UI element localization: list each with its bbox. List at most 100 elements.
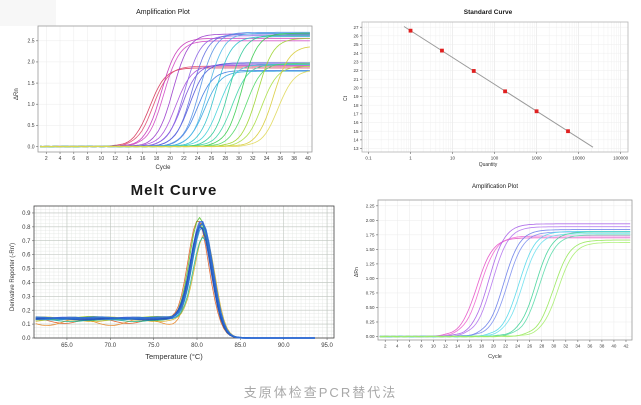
amplification-plot-1-panel: Amplification Plot ΔRn 2 4 6 8 10 12 14 16 18 20 2…: [8, 4, 318, 180]
svg-text:0.9: 0.9: [22, 211, 31, 217]
standard-curve-panel: Standard Curve Ct 0.1 1 10 100 1000 10000 1000…: [336, 6, 640, 178]
svg-text:100: 100: [491, 156, 499, 161]
svg-text:0.75: 0.75: [366, 291, 375, 296]
svg-text:40: 40: [305, 156, 311, 162]
svg-text:0.2: 0.2: [22, 308, 31, 314]
amplification-plot-2-canvas: 2 4 6 8 10 12 14 16 18 20 22 24 26 28 30 32 34 36 38 40 420.…: [366, 199, 633, 349]
svg-text:40: 40: [611, 344, 617, 349]
svg-text:19: 19: [353, 94, 359, 99]
svg-text:0.8: 0.8: [22, 225, 31, 231]
svg-text:2.0: 2.0: [28, 60, 35, 66]
svg-text:26: 26: [353, 33, 359, 38]
svg-text:20: 20: [353, 85, 359, 90]
svg-text:80.0: 80.0: [191, 343, 203, 349]
svg-text:2.25: 2.25: [366, 203, 375, 208]
svg-text:85.0: 85.0: [235, 343, 247, 349]
corner-watermark: [0, 0, 56, 26]
svg-text:14: 14: [353, 137, 359, 142]
svg-text:1000: 1000: [532, 156, 543, 161]
x-axis-label: Cycle: [488, 354, 502, 360]
svg-text:6: 6: [408, 344, 411, 349]
svg-text:18: 18: [479, 344, 485, 349]
svg-text:17: 17: [353, 111, 359, 116]
svg-text:16: 16: [353, 120, 359, 125]
svg-text:23: 23: [353, 59, 359, 64]
svg-text:8: 8: [86, 156, 89, 162]
svg-text:10: 10: [450, 156, 456, 161]
svg-text:10: 10: [99, 156, 105, 162]
svg-text:2.5: 2.5: [28, 39, 35, 45]
svg-text:36: 36: [587, 344, 593, 349]
svg-text:42: 42: [623, 344, 629, 349]
svg-text:75.0: 75.0: [148, 343, 160, 349]
svg-text:25: 25: [353, 42, 359, 47]
amplification-plot-2-panel: Amplification Plot ΔRn 2 4 6 8 10 12 14 16 18 20 2…: [350, 182, 640, 366]
svg-text:4: 4: [396, 344, 399, 349]
svg-text:0.4: 0.4: [22, 281, 31, 287]
svg-text:16: 16: [467, 344, 473, 349]
chart-title: Amplification Plot: [136, 9, 190, 16]
svg-text:70.0: 70.0: [104, 343, 116, 349]
svg-text:34: 34: [264, 156, 270, 162]
svg-text:14: 14: [455, 344, 461, 349]
svg-text:38: 38: [291, 156, 297, 162]
x-axis-label: Temperature (°C): [145, 352, 203, 361]
svg-text:8: 8: [420, 344, 423, 349]
chart-title: Standard Curve: [463, 9, 513, 16]
svg-text:18: 18: [154, 156, 160, 162]
svg-text:13: 13: [353, 146, 359, 151]
svg-text:28: 28: [222, 156, 228, 162]
svg-text:26: 26: [527, 344, 533, 349]
svg-text:0.5: 0.5: [28, 123, 35, 129]
svg-text:22: 22: [181, 156, 187, 162]
svg-text:2: 2: [45, 156, 48, 162]
svg-text:1.50: 1.50: [366, 247, 375, 252]
svg-text:1: 1: [409, 156, 412, 161]
svg-text:32: 32: [250, 156, 256, 162]
svg-text:10000: 10000: [572, 156, 585, 161]
svg-text:4: 4: [59, 156, 62, 162]
svg-text:0.1: 0.1: [365, 156, 372, 161]
svg-text:34: 34: [575, 344, 581, 349]
svg-text:30: 30: [551, 344, 557, 349]
svg-text:1.00: 1.00: [366, 276, 375, 281]
svg-text:1.0: 1.0: [28, 102, 35, 108]
svg-text:21: 21: [353, 77, 359, 82]
svg-text:20: 20: [491, 344, 497, 349]
svg-text:12: 12: [443, 344, 449, 349]
svg-text:22: 22: [353, 68, 359, 73]
chart-title: Melt Curve: [130, 182, 218, 199]
figure-caption: 支原体检查PCR替代法: [243, 385, 398, 400]
melt-curve-canvas: 65.0 70.0 75.0 80.0 85.0 90.0 95.0 0.0 0.1 0.2 0.3…: [22, 205, 335, 349]
amplification-plot-1-canvas: 2 4 6 8 10 12 14 16 18 20 22 24 26 28 30 32 34 36 38 400.00…: [28, 25, 313, 162]
svg-text:20: 20: [167, 156, 173, 162]
svg-text:95.0: 95.0: [321, 343, 333, 349]
svg-text:0.6: 0.6: [22, 253, 31, 259]
svg-text:2: 2: [384, 344, 387, 349]
svg-text:15: 15: [353, 129, 359, 134]
svg-text:10: 10: [431, 344, 437, 349]
svg-text:100000: 100000: [613, 156, 629, 161]
svg-text:24: 24: [515, 344, 521, 349]
svg-text:22: 22: [503, 344, 509, 349]
svg-text:38: 38: [599, 344, 605, 349]
svg-text:0.7: 0.7: [22, 239, 31, 245]
svg-text:0.5: 0.5: [22, 267, 31, 273]
svg-text:0.3: 0.3: [22, 294, 31, 300]
svg-text:90.0: 90.0: [278, 343, 290, 349]
x-axis-label: Quantity: [478, 162, 498, 168]
svg-text:0.50: 0.50: [366, 305, 375, 310]
svg-text:0.0: 0.0: [28, 144, 35, 150]
svg-text:28: 28: [539, 344, 545, 349]
svg-text:0.1: 0.1: [22, 322, 31, 328]
svg-text:24: 24: [195, 156, 201, 162]
x-axis-label: Cycle: [155, 165, 171, 171]
svg-text:0.0: 0.0: [22, 336, 31, 342]
svg-text:18: 18: [353, 103, 359, 108]
svg-text:16: 16: [140, 156, 146, 162]
svg-text:0.00: 0.00: [366, 334, 375, 339]
svg-text:65.0: 65.0: [61, 343, 73, 349]
svg-text:2.00: 2.00: [366, 218, 375, 223]
svg-text:6: 6: [72, 156, 75, 162]
